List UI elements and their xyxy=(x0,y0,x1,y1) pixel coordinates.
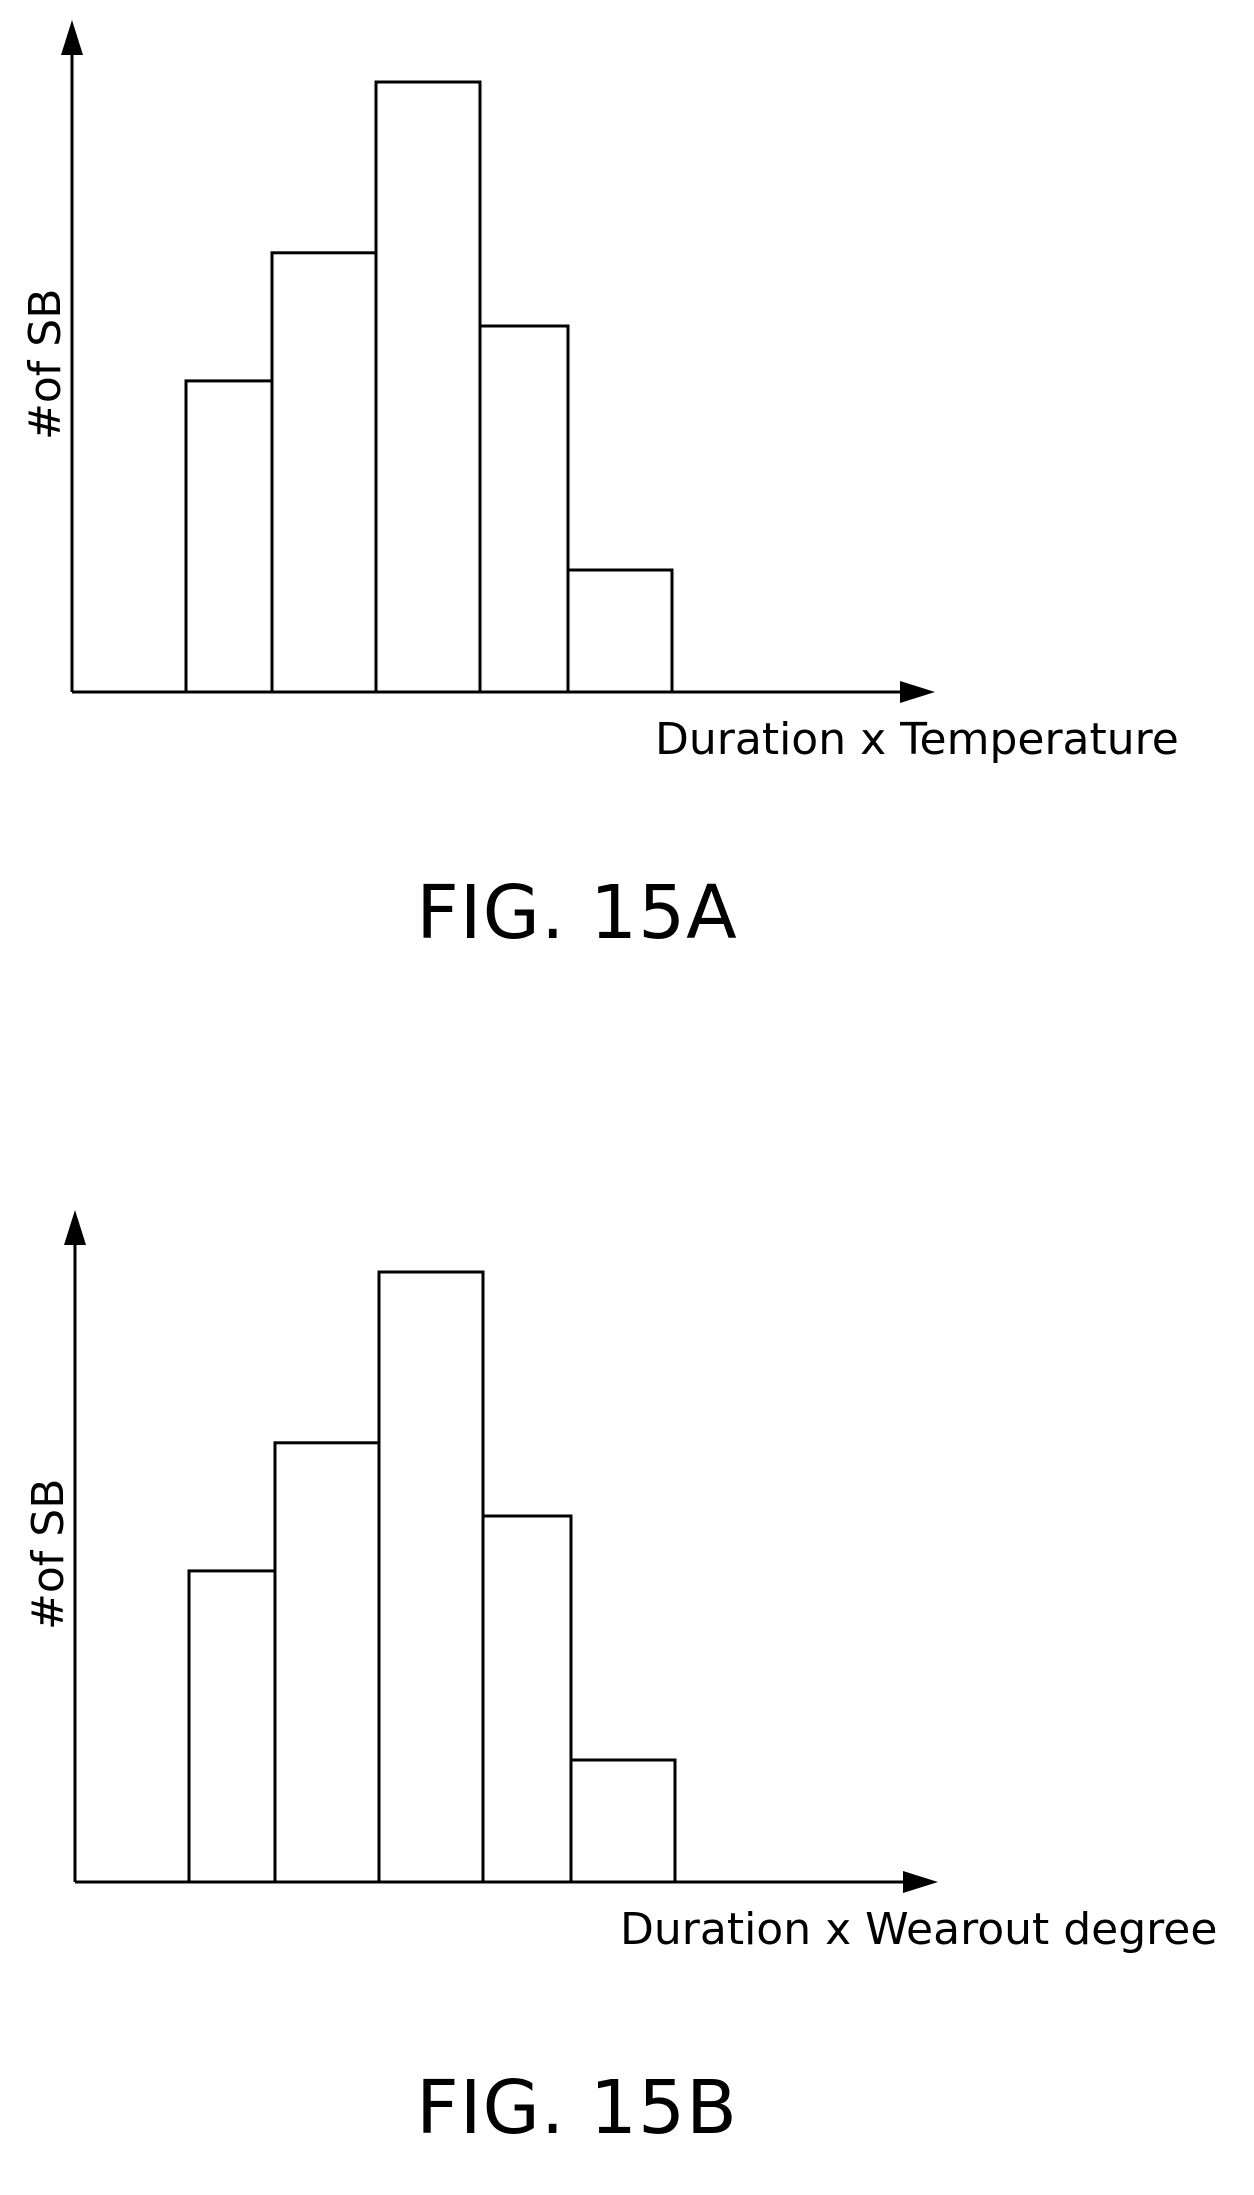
y-axis-arrow-icon xyxy=(61,20,83,55)
figure-15a: Duration x Temperature #of SB FIG. 15A xyxy=(0,0,1254,1050)
histogram-bar-1 xyxy=(187,1569,277,1884)
y-axis-label: #of SB xyxy=(23,1479,74,1630)
bars-group xyxy=(184,80,674,694)
histogram-bar-4 xyxy=(478,324,570,694)
x-axis-arrow-icon xyxy=(900,681,935,703)
x-axis-label: Duration x Temperature xyxy=(655,714,1179,765)
histogram-bar-5 xyxy=(569,1758,677,1884)
histogram-bar-3 xyxy=(374,80,482,694)
bars-group xyxy=(187,1270,677,1884)
figure-caption: FIG. 15B xyxy=(416,2065,738,2151)
histogram-bar-4 xyxy=(481,1514,573,1884)
histogram-chart-b: Duration x Wearout degree #of SB xyxy=(23,1210,1217,1955)
histogram-chart-a: Duration x Temperature #of SB xyxy=(20,20,1179,765)
histogram-bar-5 xyxy=(566,568,674,694)
y-axis-arrow-icon xyxy=(64,1210,86,1245)
figure-15b: Duration x Wearout degree #of SB FIG. 15… xyxy=(0,1190,1254,2195)
histogram-bar-2 xyxy=(273,1441,381,1884)
histogram-bar-3 xyxy=(377,1270,485,1884)
x-axis-arrow-icon xyxy=(903,1871,938,1893)
histogram-bar-2 xyxy=(270,251,378,694)
x-axis-label: Duration x Wearout degree xyxy=(620,1904,1217,1955)
y-axis-label: #of SB xyxy=(20,289,71,440)
figure-caption: FIG. 15A xyxy=(416,870,738,956)
histogram-bar-1 xyxy=(184,379,274,694)
